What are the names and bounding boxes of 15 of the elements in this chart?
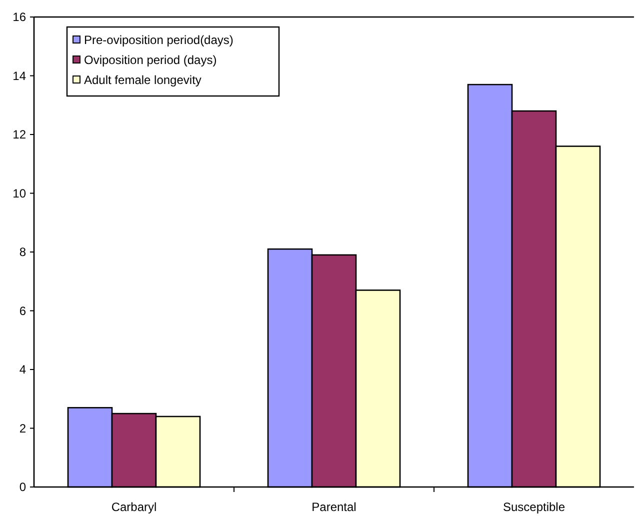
legend-label: Oviposition period (days)	[84, 53, 217, 68]
x-tick-label: Susceptible	[502, 500, 566, 514]
y-tick-label: 10	[12, 186, 26, 200]
y-tick-label: 8	[19, 245, 26, 260]
y-tick-label: 12	[12, 128, 26, 142]
legend-label: Pre-oviposition period(days)	[84, 33, 234, 48]
y-tick-label: 6	[19, 304, 26, 318]
y-tick-label: 0	[19, 480, 26, 494]
x-tick-label: Parental	[312, 500, 356, 514]
y-tick-label: 14	[12, 68, 26, 83]
y-tick-label: 16	[12, 10, 26, 24]
x-tick-label: Carbaryl	[111, 500, 157, 514]
y-tick-label: 2	[19, 421, 26, 436]
legend-label: Adult female longevity	[84, 73, 202, 88]
y-tick-label: 4	[19, 362, 26, 377]
